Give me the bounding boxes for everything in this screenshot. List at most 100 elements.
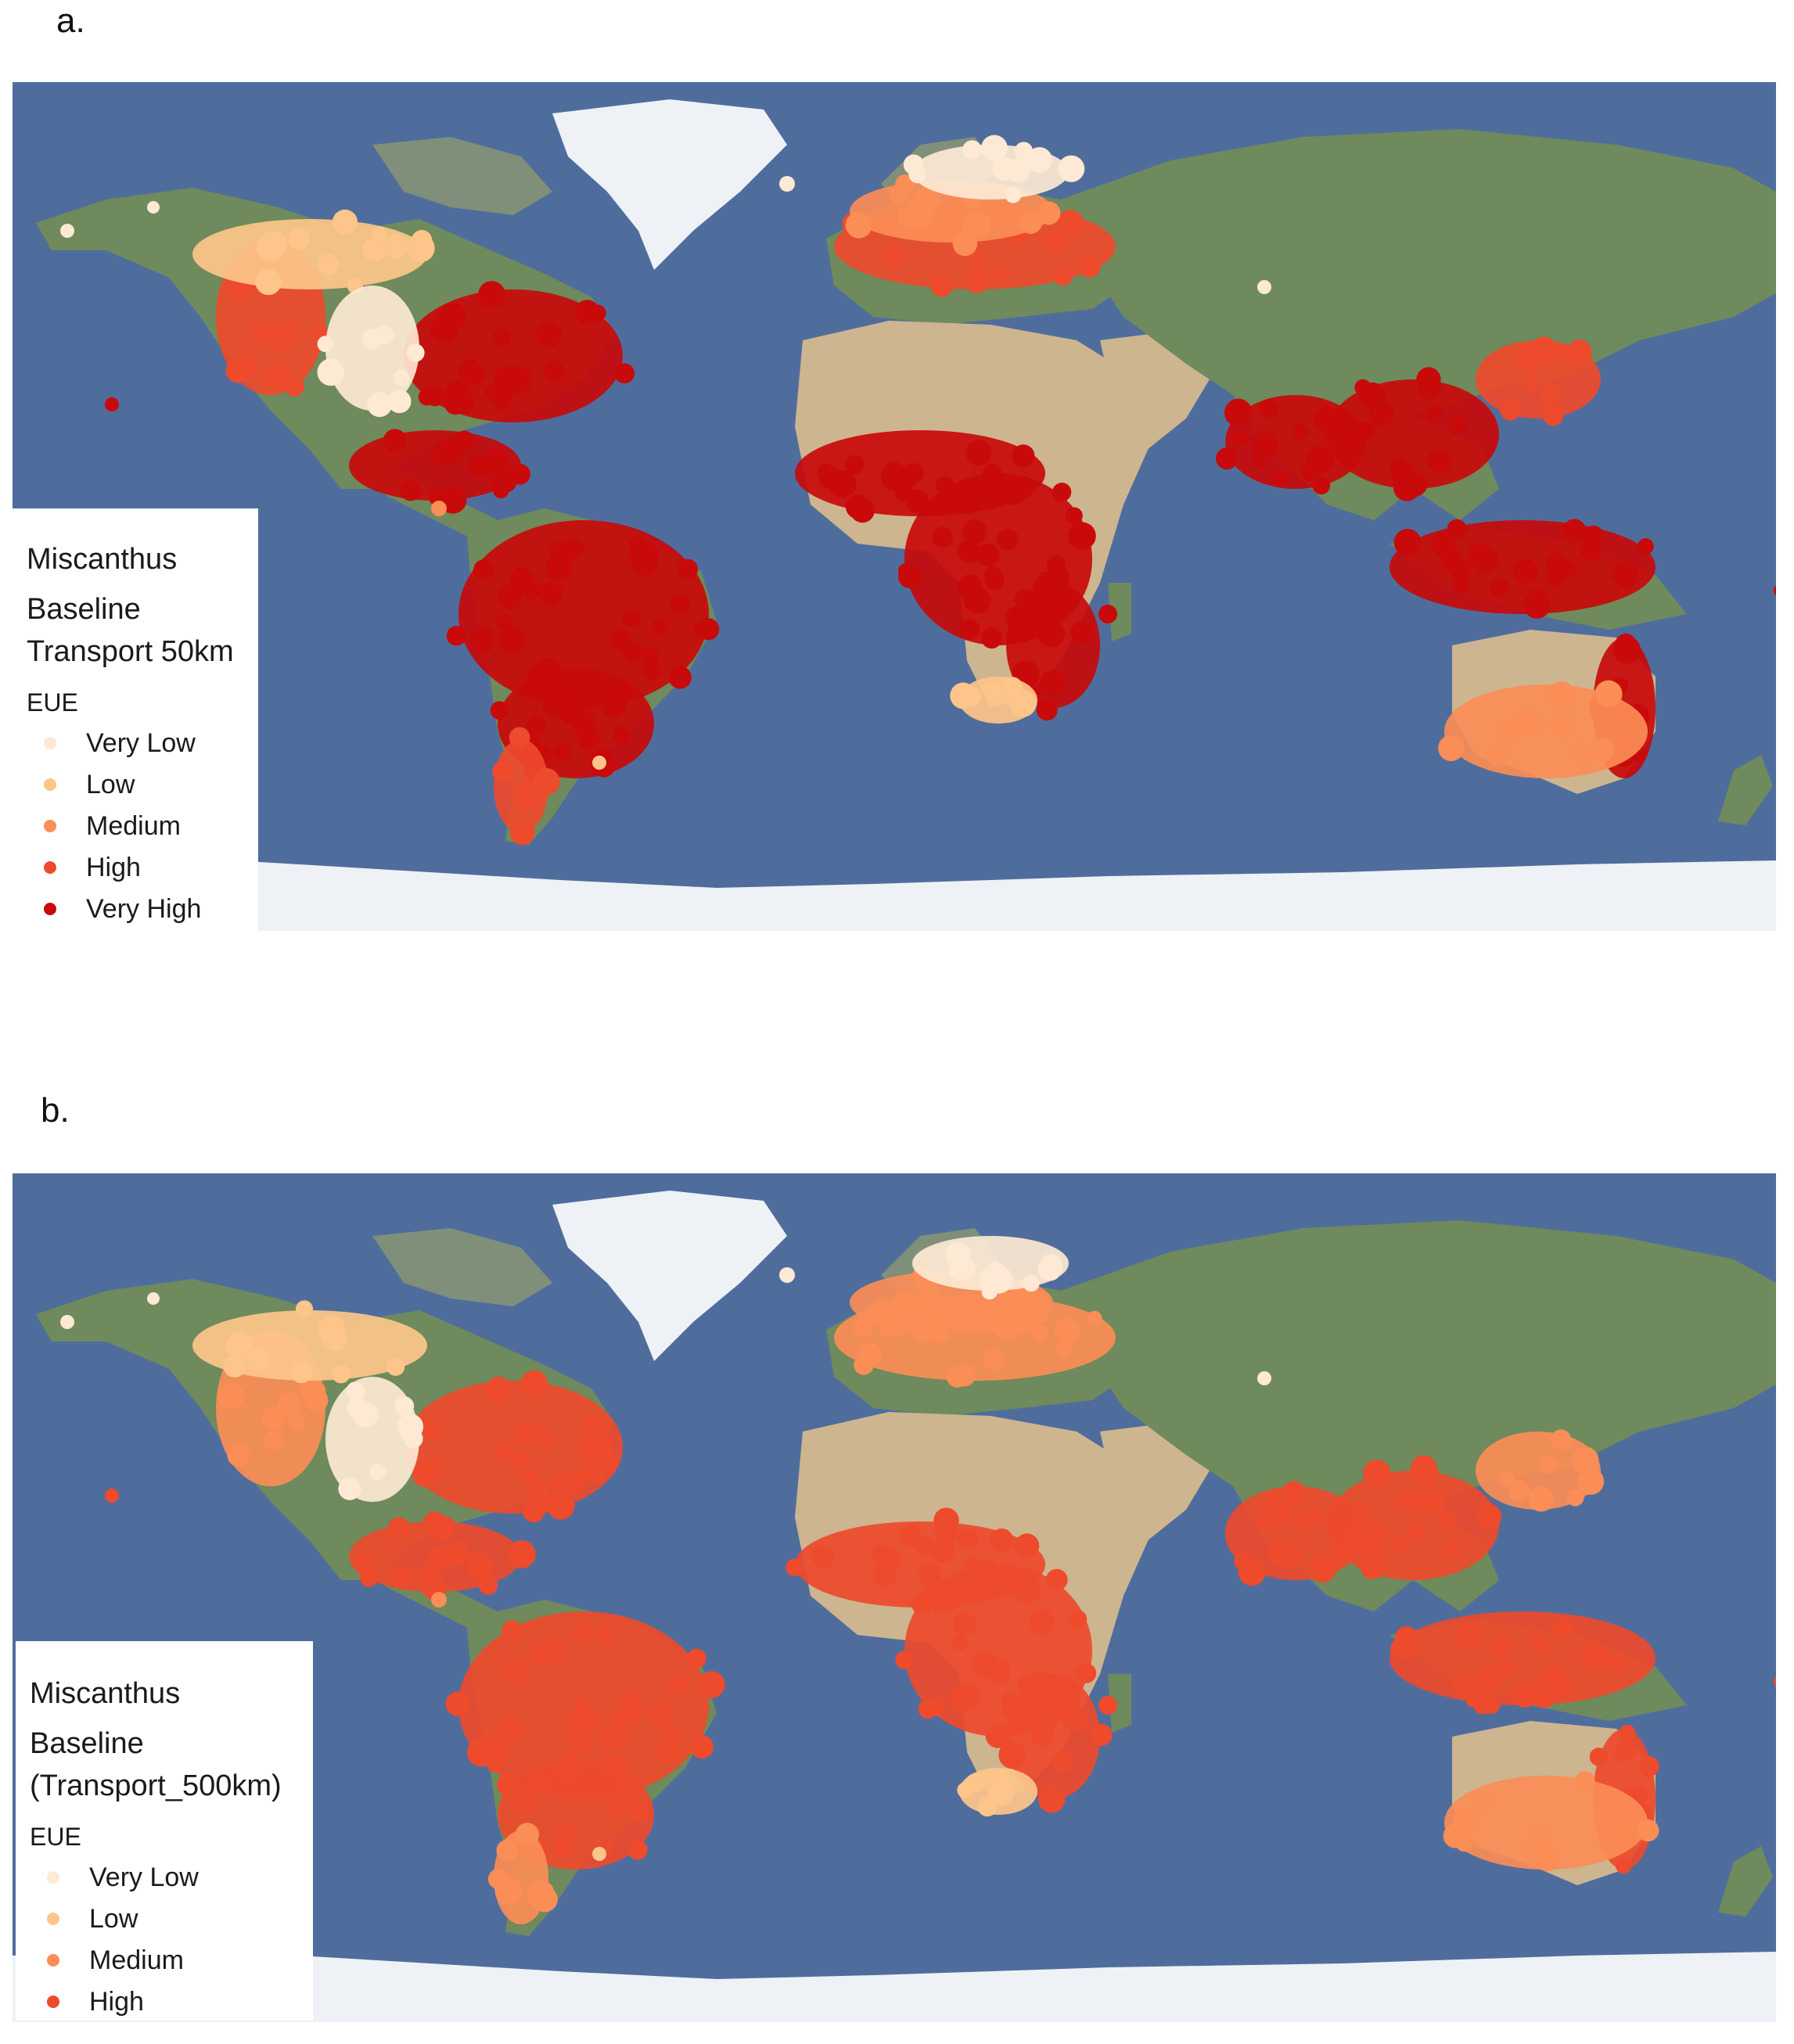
eue-dot-central-africa (981, 627, 1002, 649)
eue-dot-west-coast-na (304, 1388, 329, 1413)
eue-dot-nordic-fringe (981, 1283, 998, 1300)
eue-dot-south-brazil (553, 743, 571, 761)
eue-dot-amazon (642, 662, 661, 681)
eue-dot-mexico-caribbean (493, 482, 509, 499)
eue-dot-indonesia (1481, 1694, 1501, 1714)
eue-dot-great-plains (338, 1477, 361, 1500)
eue-dot-east-asia-rim (1553, 344, 1571, 361)
eue-dot-southeast-asia (1353, 1502, 1371, 1520)
eue-dot-central-africa (952, 1612, 976, 1636)
eue-dot-indonesia (1581, 1642, 1609, 1670)
eue-dot-central-africa (984, 569, 1005, 590)
eue-dot-east-africa (1070, 620, 1095, 645)
legend-item-high: High (27, 850, 141, 885)
eue-dot-indonesia (1450, 559, 1472, 580)
eue-dot-central-africa (952, 1635, 969, 1651)
eue-dot-indonesia (1583, 525, 1604, 546)
eue-dot-india (1232, 429, 1249, 447)
eue-dot-southeast-asia (1403, 472, 1428, 497)
legend-dot-icon (44, 903, 56, 915)
eue-dot-central-africa (958, 574, 983, 600)
legend-item-label: Very Low (89, 1862, 199, 1892)
eue-dot-amazon (573, 1697, 591, 1714)
eue-dot-east-africa (1041, 586, 1064, 609)
eue-dot-sahel-africa (845, 454, 865, 475)
eue-dot-southeast-asia (1404, 1489, 1426, 1512)
legend-item-low: Low (27, 767, 135, 802)
legend-item-high: High (30, 1985, 144, 2019)
eue-dot-north-europe (1011, 1313, 1033, 1335)
eue-dot-canada-fringe (223, 1354, 246, 1378)
eue-dot-europe-band (969, 253, 986, 270)
eue-dot-southeast-asia (1390, 457, 1409, 476)
legend-title-line2: Baseline (30, 1727, 144, 1760)
eue-dot-indonesia (1562, 519, 1587, 544)
eue-dot-sahel-africa (786, 1558, 804, 1576)
eue-dot-east-asia-rim (1498, 1471, 1515, 1488)
eue-dot-amazon (445, 1691, 470, 1716)
eue-dot-indonesia (1530, 1682, 1557, 1708)
eue-dot-east-asia-rim (1566, 1489, 1584, 1507)
eue-dot-mexico-caribbean (432, 444, 454, 465)
eue-dot-great-plains (346, 1381, 365, 1401)
eue-dot-east-asia-rim (1577, 1467, 1605, 1495)
eue-dot-indonesia (1454, 1622, 1482, 1649)
eue-dot-south-africa (977, 1796, 998, 1817)
eue-dot-great-plains (387, 390, 412, 414)
land-canadian-arctic (372, 1228, 552, 1306)
eue-dot-east-asia-rim (1523, 375, 1541, 392)
eue-dot-india (1263, 1500, 1291, 1528)
eue-dot-amazon (628, 547, 645, 563)
eue-dot-island-2 (592, 756, 606, 770)
eue-dot-mexico-caribbean (389, 1565, 413, 1590)
eue-dot-west-coast-na (264, 1431, 283, 1450)
eue-dot-mexico-caribbean (478, 1575, 498, 1595)
map-panel-a[interactable] (13, 82, 1776, 931)
eue-dot-amazon (466, 1738, 495, 1767)
eue-dot-south-africa (991, 1769, 1008, 1786)
eue-dot-north-europe (845, 211, 872, 239)
eue-dot-canada-fringe (288, 228, 311, 250)
eue-dot-mexico-caribbean (422, 1511, 447, 1536)
map-panel-b[interactable] (13, 1173, 1776, 2022)
eue-dot-indonesia (1580, 540, 1602, 562)
eue-dot-great-plains (352, 1402, 379, 1428)
legend-item-label: High (89, 1986, 144, 2017)
eue-dot-north-europe (992, 1305, 1012, 1324)
eue-dot-indonesia (1638, 538, 1654, 555)
eue-dot-australia-rim (1594, 680, 1623, 708)
eue-dot-island-0 (105, 397, 119, 411)
land-arabia (1100, 332, 1210, 450)
eue-dot-nordic-fringe (1005, 186, 1022, 203)
eue-dot-southeast-asia (1427, 448, 1452, 472)
legend-subtitle: EUE (30, 1823, 81, 1851)
eue-dot-west-coast-na (225, 358, 251, 383)
eue-dot-sahel-africa (885, 461, 902, 477)
eue-dot-great-plains (369, 1464, 386, 1480)
legend-item-medium: Medium (27, 809, 181, 843)
eue-dot-indonesia (1468, 543, 1494, 569)
eue-dot-canada-fringe (290, 1361, 313, 1384)
eue-dot-southeast-asia (1425, 405, 1443, 423)
eue-dot-amazon (670, 594, 691, 616)
eue-dot-india (1309, 1555, 1336, 1582)
eue-dot-sahel-africa (811, 1545, 836, 1568)
eue-dot-canada-fringe (332, 209, 358, 235)
eue-dot-central-africa (936, 476, 955, 494)
eue-region-canada-fringe (192, 219, 427, 289)
eue-dot-central-africa (926, 1697, 945, 1716)
eue-dot-eastern-usa (523, 1500, 545, 1523)
eue-dot-eastern-usa (537, 1433, 554, 1450)
eue-dot-eastern-usa (494, 365, 519, 390)
eue-dot-indonesia (1490, 578, 1508, 597)
eue-dot-north-europe (868, 1299, 896, 1326)
eue-dot-eastern-usa (520, 1467, 538, 1486)
eue-dot-europe-band (1055, 1340, 1073, 1358)
eue-dot-east-africa (1030, 1722, 1055, 1747)
eue-dot-amazon (651, 619, 668, 636)
eue-dot-south-brazil (620, 1778, 642, 1801)
eue-dot-east-asia-rim (1530, 336, 1558, 364)
eue-dot-south-brazil (527, 716, 547, 736)
eue-dot-europe-band (953, 1363, 976, 1387)
eue-dot-indonesia (1447, 519, 1467, 539)
